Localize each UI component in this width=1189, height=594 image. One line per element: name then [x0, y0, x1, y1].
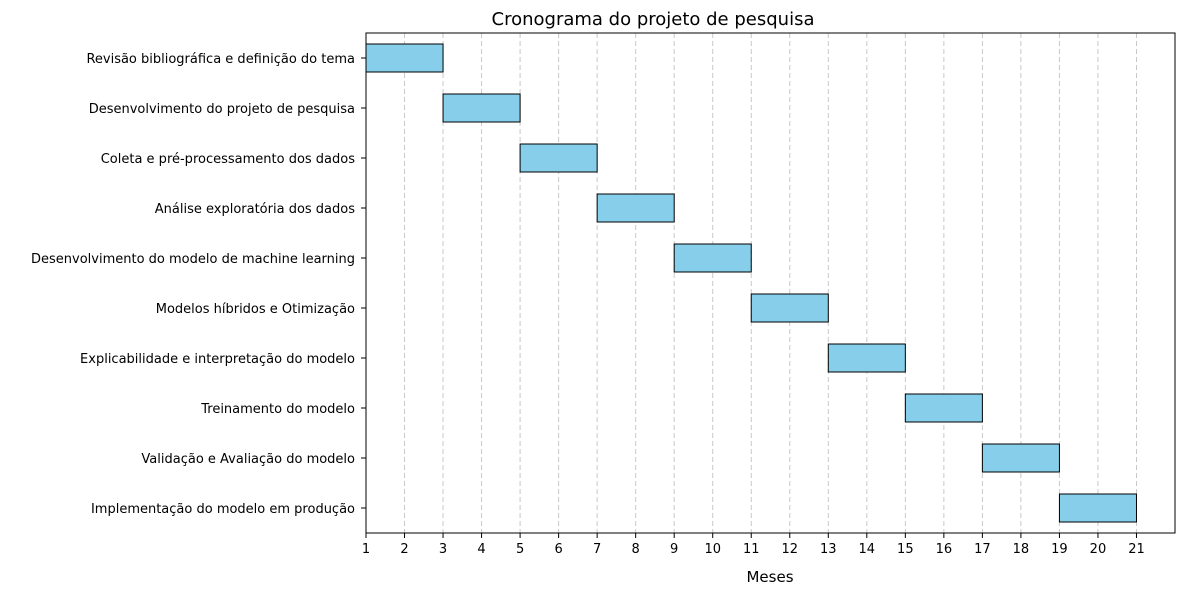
x-tick-label: 8 — [632, 542, 640, 557]
x-axis-label: Meses — [746, 568, 793, 586]
task-label: Modelos híbridos e Otimização — [156, 302, 355, 317]
y-axis: Revisão bibliográfica e definição do tem… — [31, 52, 366, 517]
x-tick-label: 4 — [477, 542, 485, 557]
x-tick-label: 3 — [439, 542, 447, 557]
x-tick-label: 10 — [704, 542, 721, 557]
task-bar — [1058, 493, 1137, 523]
x-tick-label: 2 — [400, 542, 408, 557]
x-axis: 1 2 3 4 5 6 7 8 9 10 11 12 13 14 15 16 17 18 19 20 21 — [362, 533, 1145, 557]
task-label: Desenvolvimento do modelo de machine lea… — [31, 252, 355, 267]
x-tick-label: 19 — [1051, 542, 1068, 557]
x-tick-label: 20 — [1090, 542, 1107, 557]
task-bar — [981, 443, 1060, 473]
x-tick-label: 5 — [516, 542, 524, 557]
task-bar — [750, 293, 829, 323]
task-bar — [827, 343, 906, 373]
task-label: Coleta e pré-processamento dos dados — [101, 152, 356, 167]
task-bars — [365, 43, 1137, 523]
task-label: Análise exploratória dos dados — [155, 202, 355, 217]
task-label: Treinamento do modelo — [200, 402, 355, 417]
x-tick-label: 11 — [743, 542, 760, 557]
task-label: Validação e Avaliação do modelo — [141, 452, 355, 467]
x-tick-label: 15 — [897, 542, 914, 557]
x-tick-label: 17 — [974, 542, 991, 557]
task-bar — [442, 93, 521, 123]
task-label: Revisão bibliográfica e definição do tem… — [86, 52, 355, 67]
x-tick-label: 14 — [859, 542, 876, 557]
x-tick-label: 1 — [362, 542, 370, 557]
plot-frame — [365, 32, 1176, 534]
x-tick-label: 9 — [670, 542, 678, 557]
task-bar — [673, 243, 752, 273]
x-tick-label: 13 — [820, 542, 837, 557]
chart-title: Cronograma do projeto de pesquisa — [492, 9, 815, 30]
task-bar — [596, 193, 675, 223]
x-tick-label: 6 — [554, 542, 562, 557]
task-label: Explicabilidade e interpretação do model… — [80, 352, 355, 367]
task-bar — [904, 393, 983, 423]
task-bar — [365, 43, 444, 73]
grid-lines — [365, 33, 1137, 533]
task-bar — [519, 143, 598, 173]
task-label: Implementação do modelo em produção — [91, 502, 355, 517]
x-tick-label: 12 — [781, 542, 798, 557]
x-tick-label: 7 — [593, 542, 601, 557]
x-tick-label: 21 — [1128, 542, 1145, 557]
task-label: Desenvolvimento do projeto de pesquisa — [89, 102, 355, 117]
x-tick-label: 16 — [936, 542, 953, 557]
x-tick-label: 18 — [1013, 542, 1030, 557]
